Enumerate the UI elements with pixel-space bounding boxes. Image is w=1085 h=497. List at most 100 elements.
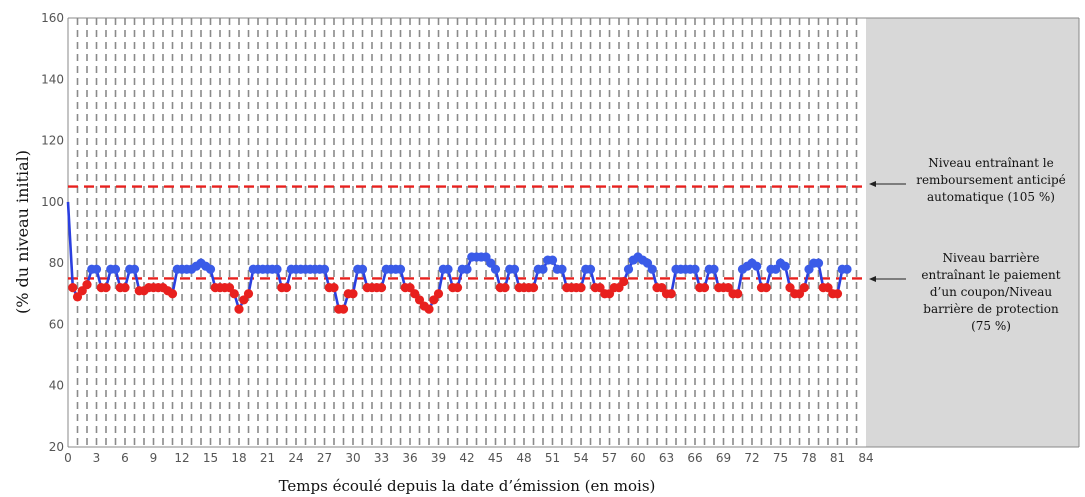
data-point [619, 276, 629, 287]
x-tick-label: 69 [716, 451, 731, 465]
data-point [68, 283, 78, 293]
data-point [547, 255, 558, 265]
x-tick-label: 39 [431, 451, 446, 465]
data-point [272, 264, 282, 274]
data-point [376, 283, 387, 293]
y-tick-label: 80 [49, 256, 64, 270]
data-point [243, 289, 254, 299]
x-tick-label: 51 [545, 451, 560, 465]
x-tick-label: 9 [150, 451, 158, 465]
data-point [101, 283, 111, 293]
data-point [709, 264, 719, 274]
data-point [424, 304, 434, 314]
annotation-autocall-line: remboursement anticipé [916, 173, 1066, 187]
data-point [319, 264, 330, 274]
data-point [490, 264, 501, 274]
data-point [813, 258, 824, 268]
data-point [120, 283, 130, 293]
data-point [395, 264, 406, 274]
x-tick-label: 15 [203, 451, 218, 465]
x-tick-label: 24 [288, 451, 303, 465]
data-point [799, 283, 809, 293]
x-tick-label: 36 [402, 451, 417, 465]
annotation-barrier-line: (75 %) [971, 319, 1011, 333]
x-tick-label: 42 [459, 451, 474, 465]
x-tick-label: 18 [231, 451, 246, 465]
annotation-barrier-line: Niveau barrière [942, 251, 1040, 265]
data-point [538, 264, 548, 274]
data-point [623, 264, 634, 274]
annotation-arrowhead [869, 181, 876, 187]
x-tick-label: 63 [659, 451, 674, 465]
y-tick-label: 140 [41, 72, 64, 86]
x-tick-label: 72 [744, 451, 759, 465]
data-point [443, 264, 453, 274]
shaded-region [866, 18, 1079, 447]
data-point [234, 304, 244, 314]
y-tick-label: 160 [41, 11, 64, 25]
data-point [129, 264, 140, 274]
data-point [528, 283, 539, 293]
x-tick-label: 81 [830, 451, 845, 465]
data-point [82, 279, 92, 290]
data-point [780, 261, 790, 271]
data-point [229, 289, 239, 299]
data-point [690, 264, 700, 274]
data-point [462, 264, 472, 274]
data-point [452, 283, 463, 293]
data-point [357, 264, 368, 274]
annotation-barrier-line: entraînant le paiement [921, 268, 1061, 282]
data-point [433, 289, 444, 299]
x-tick-label: 84 [858, 451, 873, 465]
data-point [752, 261, 762, 271]
x-tick-label: 6 [121, 451, 129, 465]
data-point [585, 264, 596, 274]
data-point [761, 283, 771, 293]
data-point [666, 289, 676, 299]
data-point [509, 264, 520, 274]
x-tick-label: 75 [773, 451, 788, 465]
x-tick-label: 78 [801, 451, 816, 465]
data-point [91, 264, 102, 274]
x-tick-label: 54 [573, 451, 588, 465]
x-tick-label: 57 [602, 451, 617, 465]
data-point [205, 264, 216, 274]
x-tick-label: 12 [174, 451, 189, 465]
annotation-barrier: Niveau barrière entraînant le paiement d… [903, 250, 1079, 335]
x-tick-label: 60 [630, 451, 645, 465]
data-point [281, 283, 292, 293]
axes [67, 17, 1080, 448]
x-tick-label: 66 [687, 451, 702, 465]
x-tick-label: 21 [260, 451, 275, 465]
annotation-autocall-line: Niveau entraînant le [928, 156, 1054, 170]
data-point [842, 264, 852, 274]
annotation-autocall-line: automatique (105 %) [927, 190, 1055, 204]
annotation-barrier-line: d’un coupon/Niveau [929, 285, 1053, 299]
annotation-barrier-line: barrière de protection [923, 302, 1059, 316]
annotation-arrowhead [869, 276, 876, 282]
data-point [647, 264, 657, 274]
y-tick-label: 100 [41, 195, 64, 209]
data-point [167, 289, 178, 299]
y-tick-label: 20 [49, 440, 64, 454]
data-point [576, 283, 586, 293]
data-point [699, 283, 710, 293]
grid-lines [76, 18, 858, 447]
data-point [348, 289, 358, 299]
y-tick-label: 40 [49, 379, 64, 393]
data-point [733, 289, 743, 299]
data-point [500, 283, 510, 293]
x-axis-title: Temps écoulé depuis la date d’émission (… [279, 477, 656, 495]
y-tick-label: 60 [49, 317, 64, 331]
data-point [338, 304, 349, 314]
data-point [110, 264, 121, 274]
data-point [329, 283, 339, 293]
reference-lines [68, 181, 906, 282]
y-tick-label: 120 [41, 134, 64, 148]
x-tick-label: 45 [488, 451, 503, 465]
series [66, 201, 852, 314]
x-tick-label: 27 [317, 451, 332, 465]
data-point [832, 289, 843, 299]
